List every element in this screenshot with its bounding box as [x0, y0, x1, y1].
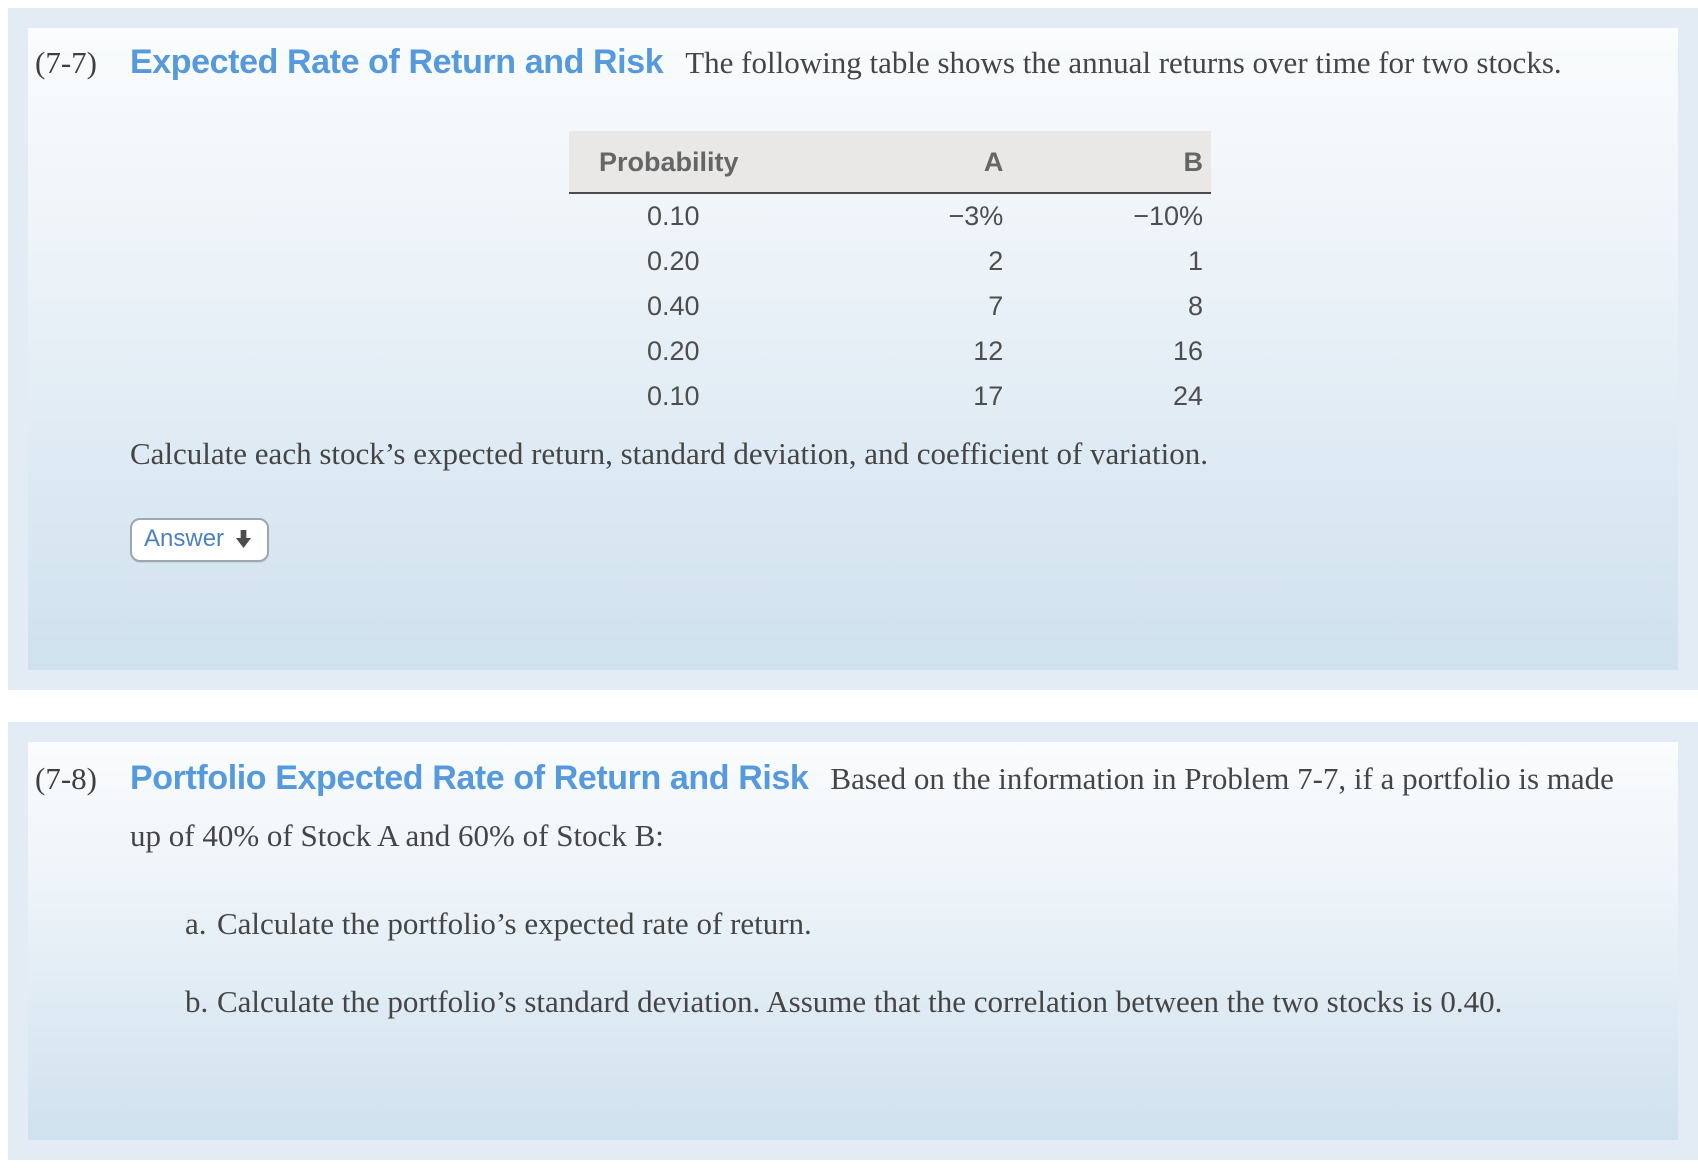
table-cell: 1 — [1187, 246, 1203, 276]
list-item-marker: a. — [185, 906, 207, 941]
problem-card-7-8-content: (7-8) Portfolio Expected Rate of Return … — [28, 742, 1678, 1140]
table-cell: 24 — [1172, 381, 1203, 411]
down-arrow-icon — [235, 529, 252, 549]
problem-number: (7-8) — [35, 761, 97, 796]
table-cell: 17 — [973, 381, 1004, 411]
table-cell: 0.20 — [647, 246, 700, 276]
problem-statement: Portfolio Expected Rate of Return and Ri… — [130, 750, 1650, 864]
table-cell: 0.10 — [647, 201, 700, 231]
table-cell: 7 — [988, 291, 1004, 321]
table-header-row: Probability A B — [569, 131, 1211, 194]
table-cell: 16 — [1172, 336, 1203, 366]
table-row: 0.40 7 8 — [569, 284, 1211, 329]
sub-question-list: a. Calculate the portfolio’s expected ra… — [130, 896, 1650, 1030]
col-header-stock-b: B — [1055, 131, 1211, 194]
problem-card-7-7: (7-7) Expected Rate of Return and Risk Th… — [8, 8, 1698, 690]
table-cell: −3% — [948, 201, 1004, 231]
col-header-probability: Probability — [569, 131, 846, 194]
list-item-text: Calculate the portfolio’s expected rate … — [217, 906, 812, 941]
list-item-marker: b. — [185, 984, 209, 1019]
list-item-text: Calculate the portfolio’s standard devia… — [217, 984, 1503, 1019]
problem-statement: Expected Rate of Return and Risk The foll… — [130, 34, 1650, 91]
problem-title: Expected Rate of Return and Risk — [130, 43, 664, 81]
answer-button[interactable]: Answer — [130, 518, 270, 562]
returns-table: Probability A B 0.10 −3% −10% 0.20 — [569, 131, 1211, 419]
list-item-b: b. Calculate the portfolio’s standard de… — [185, 974, 1650, 1030]
list-item-a: a. Calculate the portfolio’s expected ra… — [185, 896, 1650, 952]
table-row: 0.10 −3% −10% — [569, 193, 1211, 239]
problem-instruction: Calculate each stock’s expected return, … — [130, 436, 1208, 471]
table-row: 0.20 2 1 — [569, 239, 1211, 284]
answer-button-label: Answer — [144, 525, 225, 552]
problem-intro-text: The following table shows the annual ret… — [685, 45, 1562, 80]
table-cell: −10% — [1133, 201, 1203, 231]
problem-intro-text: Based on the information in Problem 7-7,… — [130, 761, 1614, 853]
table-row: 0.10 17 24 — [569, 374, 1211, 419]
table-cell: 0.40 — [647, 291, 700, 321]
table-cell: 8 — [1187, 291, 1203, 321]
problem-card-7-8: (7-8) Portfolio Expected Rate of Return … — [8, 722, 1698, 1160]
problem-number: (7-7) — [35, 45, 97, 80]
table-cell: 0.20 — [647, 336, 700, 366]
problem-title: Portfolio Expected Rate of Return and Ri… — [130, 759, 809, 797]
col-header-stock-a: A — [845, 131, 1056, 194]
table-row: 0.20 12 16 — [569, 329, 1211, 374]
table-cell: 12 — [973, 336, 1004, 366]
table-cell: 0.10 — [647, 381, 700, 411]
problem-card-7-7-content: (7-7) Expected Rate of Return and Risk Th… — [28, 28, 1678, 670]
returns-table-header: Probability A B — [569, 131, 1211, 194]
table-cell: 2 — [988, 246, 1004, 276]
